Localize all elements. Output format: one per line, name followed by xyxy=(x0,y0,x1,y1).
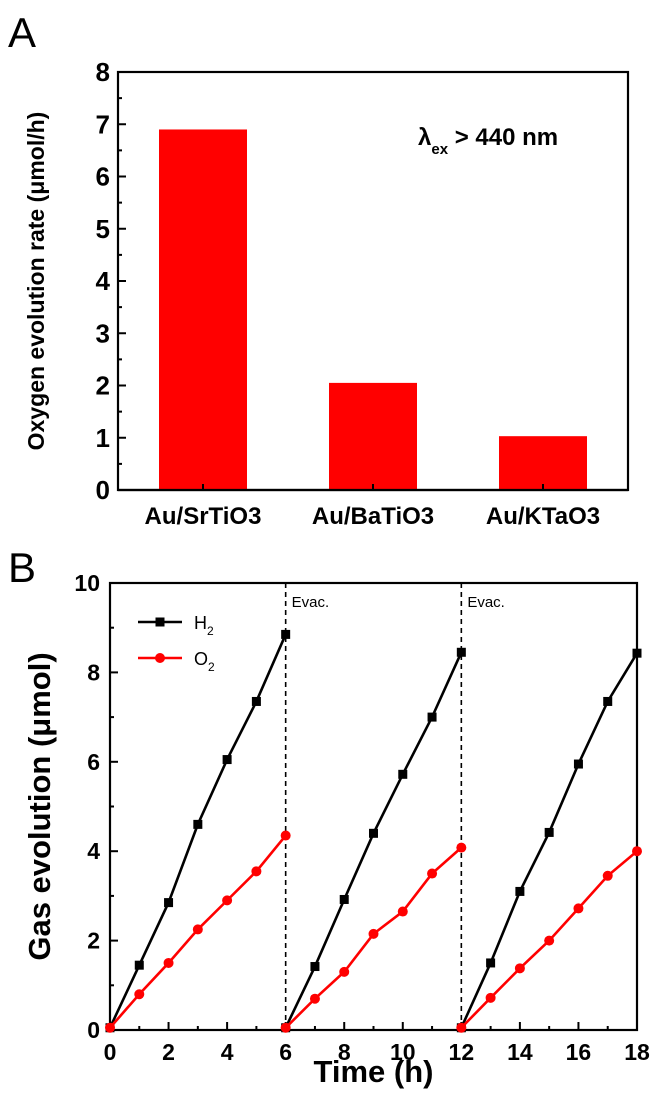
data-point-h2 xyxy=(603,696,613,706)
data-point-o2 xyxy=(632,846,642,857)
data-point-o2 xyxy=(573,903,584,914)
series-line-h xyxy=(284,651,463,1029)
data-point-o2 xyxy=(544,935,555,946)
data-point-o2 xyxy=(514,963,525,974)
panel-a-bar-chart: 0 1 2 3 4 5 6 7 8 Au/SrTiO3 Au/BaTiO3 Au/KTaO3 Oxyge… xyxy=(23,57,630,530)
panel-a-y-tick-label: 2 xyxy=(96,371,110,401)
data-point-o2 xyxy=(222,895,233,906)
data-point-o2 xyxy=(251,866,262,877)
data-point-o2 xyxy=(368,928,379,939)
data-point-h2 xyxy=(281,629,291,639)
data-point-h2 xyxy=(427,712,437,722)
legend-subscript: 2 xyxy=(208,660,215,674)
panel-a-annotation: λex > 440 nm xyxy=(418,124,558,158)
panel-a-y-tick-label: 4 xyxy=(96,266,111,296)
data-point-o2 xyxy=(309,993,320,1004)
data-point-h2 xyxy=(573,759,583,769)
panel-a-y-tick-label: 5 xyxy=(96,214,110,244)
panel-b-x-tick-label: 6 xyxy=(279,1039,292,1065)
panel-a-y-tick-label: 7 xyxy=(96,109,110,139)
legend-name: H xyxy=(194,613,207,633)
panel-a-category-label: Au/KTaO3 xyxy=(486,503,600,530)
panel-b-plot-frame xyxy=(108,581,639,1032)
evac-label: Evac. xyxy=(467,594,505,611)
annotation-lambda: λ xyxy=(418,124,431,151)
data-point-h2 xyxy=(251,696,261,706)
series-line-h xyxy=(460,652,639,1029)
panel-b-x-tick-label: 16 xyxy=(566,1039,592,1065)
data-point-h2 xyxy=(632,648,642,658)
annotation-text: > 440 nm xyxy=(448,124,558,151)
panel-a-y-tick-label: 0 xyxy=(96,475,110,505)
panel-a-letter: A xyxy=(8,9,36,56)
panel-b-y-tick-label: 4 xyxy=(87,838,100,864)
data-point-h2 xyxy=(193,819,203,829)
panel-b-x-tick-label: 14 xyxy=(507,1039,533,1065)
data-point-o2 xyxy=(456,1022,467,1033)
panel-a-category-label: Au/BaTiO3 xyxy=(312,503,434,530)
panel-b-x-tick-label: 12 xyxy=(449,1039,475,1065)
data-point-h2 xyxy=(398,769,408,779)
panel-b-letter: B xyxy=(8,544,36,591)
panel-a-bar xyxy=(159,129,247,490)
legend-subscript: 2 xyxy=(207,624,214,638)
legend-marker-circle xyxy=(155,653,165,663)
panel-b-x-tick-label: 18 xyxy=(624,1039,650,1065)
data-point-h2 xyxy=(164,898,174,908)
panel-a-y-tick-label: 3 xyxy=(96,318,110,348)
legend-marker-square xyxy=(155,617,165,627)
panel-a-bar xyxy=(499,436,587,490)
panel-b-y-tick-label: 6 xyxy=(87,749,100,775)
panel-b-y-tick-label: 10 xyxy=(74,570,100,596)
data-point-h2 xyxy=(222,755,232,765)
panel-b-x-axis-title: Time (h) xyxy=(314,1054,434,1089)
data-point-o2 xyxy=(280,830,291,841)
panel-a-y-axis-title: Oxygen evolution rate (μmol/h) xyxy=(23,112,49,451)
legend-label: H2 xyxy=(194,613,214,638)
evac-label: Evac. xyxy=(292,594,330,611)
panel-b-y-tick-label: 0 xyxy=(87,1017,100,1043)
data-point-o2 xyxy=(192,924,203,935)
data-point-h2 xyxy=(456,647,466,657)
data-point-h2 xyxy=(544,827,554,837)
data-point-o2 xyxy=(134,989,145,1000)
panel-a-bar xyxy=(329,382,417,490)
data-point-h2 xyxy=(486,958,496,968)
annotation-subscript: ex xyxy=(431,141,448,158)
data-point-o2 xyxy=(105,1022,115,1033)
panel-a-y-tick-label: 1 xyxy=(96,423,110,453)
data-point-h2 xyxy=(515,886,525,896)
data-point-o2 xyxy=(163,957,174,968)
panel-b-x-tick-label: 2 xyxy=(162,1039,175,1065)
panel-b-y-axis-title: Gas evolution (μmol) xyxy=(22,652,57,960)
data-point-o2 xyxy=(485,992,496,1003)
legend-name: O xyxy=(194,649,208,669)
data-point-h2 xyxy=(369,828,378,838)
panel-b-x-tick-label: 10 xyxy=(390,1039,416,1065)
panel-a-category-label: Au/SrTiO3 xyxy=(145,503,262,530)
panel-b-x-tick-label: 0 xyxy=(104,1039,117,1065)
data-point-o2 xyxy=(397,906,408,917)
panel-a-y-tick-label: 6 xyxy=(96,162,110,192)
data-point-h2 xyxy=(134,960,144,970)
data-point-o2 xyxy=(427,868,438,879)
data-point-o2 xyxy=(602,870,613,881)
panel-b-y-tick-label: 8 xyxy=(87,659,100,685)
data-point-o2 xyxy=(280,1022,291,1033)
panel-a-y-tick-label: 8 xyxy=(96,57,110,87)
panel-b-y-tick-label: 2 xyxy=(87,928,100,954)
data-point-o2 xyxy=(339,966,350,977)
legend-label: O2 xyxy=(194,649,215,674)
panel-b-x-tick-label: 8 xyxy=(338,1039,351,1065)
data-point-o2 xyxy=(456,842,467,853)
data-point-h2 xyxy=(339,894,349,904)
data-point-h2 xyxy=(310,962,320,972)
panel-b-x-tick-label: 4 xyxy=(221,1039,234,1065)
